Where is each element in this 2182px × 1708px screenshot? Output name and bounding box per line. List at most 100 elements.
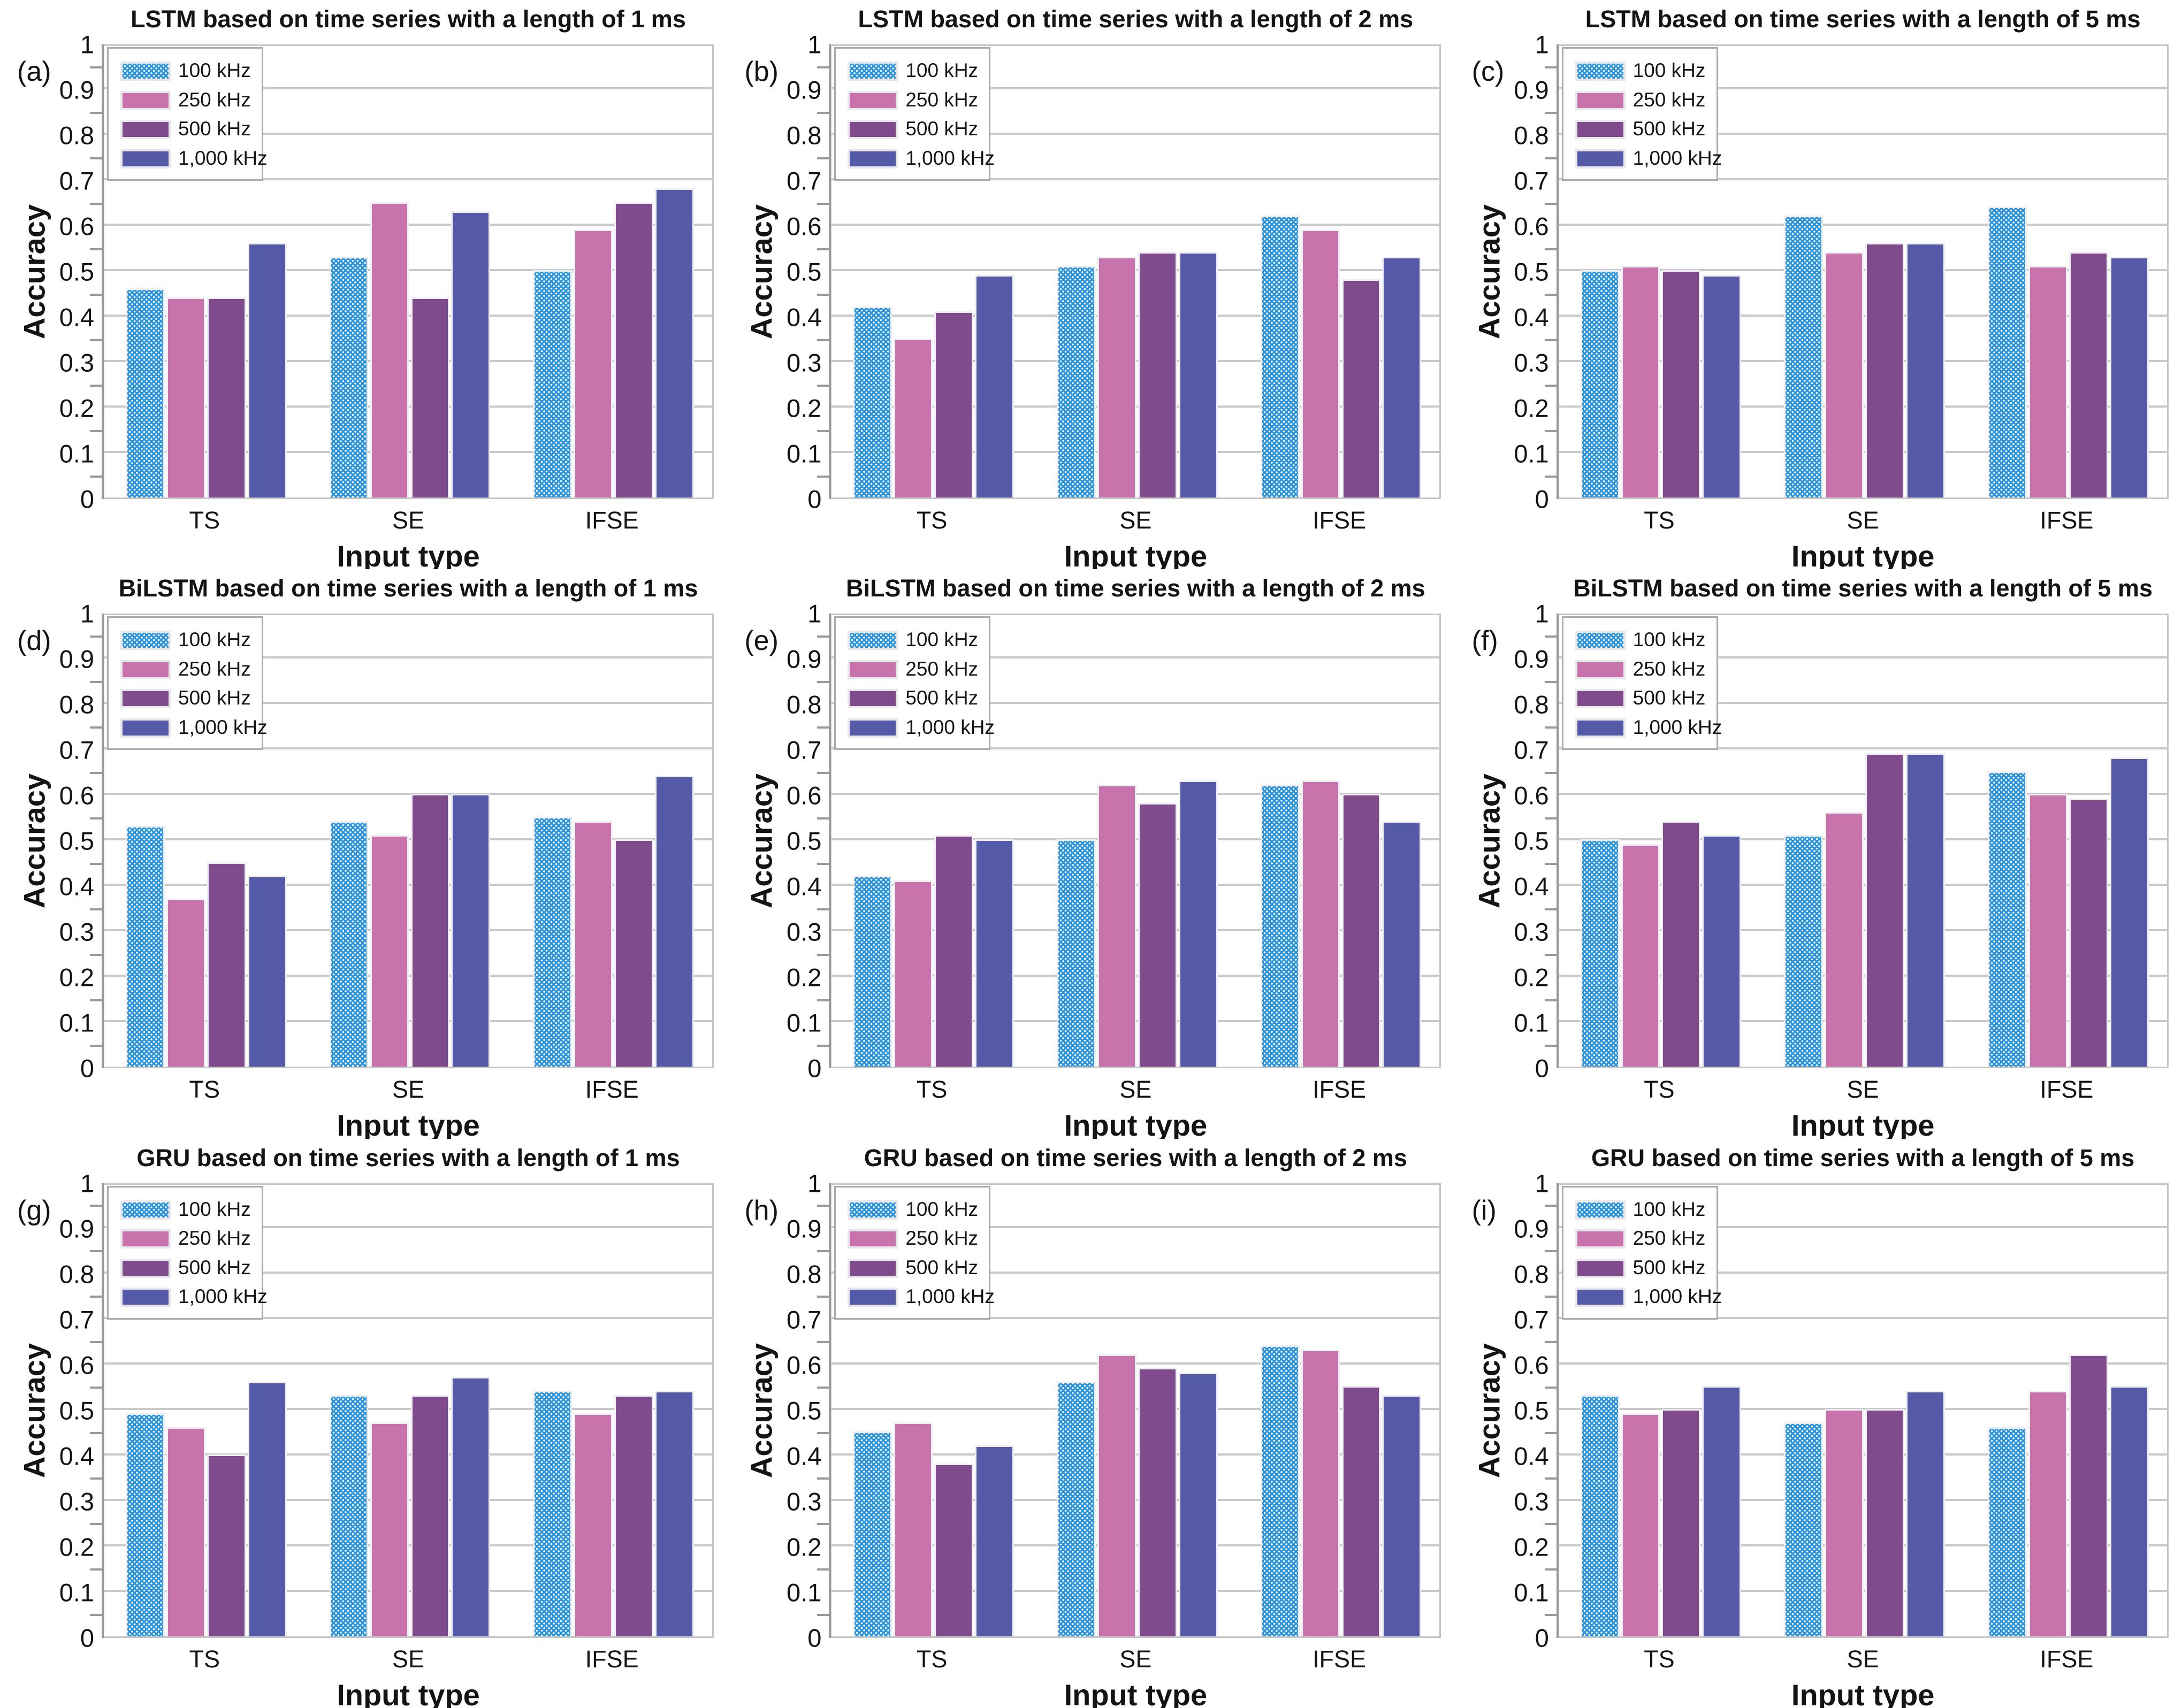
y-minor-tick <box>90 1614 102 1617</box>
y-minor-tick <box>817 339 829 341</box>
gridline-0p8 <box>831 702 1440 704</box>
y-tick-label: 1 <box>80 1169 95 1198</box>
y-axis-spine <box>102 614 104 1069</box>
y-minor-tick <box>90 1387 102 1389</box>
legend-swatch-1000kHz-icon <box>848 1288 898 1307</box>
y-tick-label: 0.2 <box>1514 394 1549 423</box>
y-tick-label: 0.1 <box>1514 439 1549 468</box>
y-tick-label: 0.5 <box>1514 826 1549 855</box>
gridline-0p6 <box>831 224 1440 226</box>
legend-swatch-500kHz-icon <box>1575 689 1626 709</box>
gridline-0p7 <box>831 1316 1440 1319</box>
x-category-ts: TS <box>189 507 220 534</box>
bar-ts-250kHz <box>166 297 205 497</box>
y-minor-tick <box>90 1205 102 1207</box>
legend-label: 500 kHz <box>905 687 979 709</box>
bar-ts-100kHz <box>126 1413 165 1636</box>
bar-ts-500kHz <box>207 297 246 497</box>
y-tick-label: 0.4 <box>1514 303 1549 332</box>
bar-ts-250kHz <box>894 880 933 1067</box>
y-minor-tick <box>1544 293 1557 296</box>
bar-se-1000kHz <box>1906 753 1945 1067</box>
gridline-0p8 <box>831 1271 1440 1274</box>
legend-swatch-1000kHz-icon <box>120 718 171 738</box>
legend-swatch-100kHz-icon <box>120 62 171 81</box>
y-tick-label: 0.1 <box>1514 1578 1549 1607</box>
y-tick-label: 0 <box>1535 1623 1549 1652</box>
y-tick-label: 0.2 <box>787 1533 822 1561</box>
legend-swatch-1000kHz-icon <box>1575 149 1626 168</box>
panel-label: (e) <box>744 625 779 657</box>
x-category-se: SE <box>1847 1645 1879 1673</box>
bar-ts-1000kHz <box>247 876 287 1067</box>
y-tick-label: 0.5 <box>59 257 95 286</box>
bar-ts-100kHz <box>1580 270 1620 497</box>
chart-panel-g: GRU based on time series with a length o… <box>0 1139 727 1708</box>
y-minor-tick <box>817 1250 829 1253</box>
y-axis-label: Accuracy <box>744 1343 779 1478</box>
chart-panel-d: BiLSTM based on time series with a lengt… <box>0 569 727 1139</box>
y-tick-label: 0.9 <box>787 1214 822 1243</box>
legend-label: 250 kHz <box>905 1227 979 1250</box>
y-tick-label: 0.7 <box>1514 736 1549 764</box>
y-axis-spine <box>102 1183 104 1638</box>
y-tick-label: 0.7 <box>1514 166 1549 195</box>
y-tick-label: 0.5 <box>1514 257 1549 286</box>
bar-ifse-100kHz <box>1987 206 2027 497</box>
x-category-ts: TS <box>1644 507 1675 534</box>
legend-swatch-500kHz-icon <box>1575 1258 1626 1278</box>
gridline-0p8 <box>831 133 1440 135</box>
x-category-ifse: IFSE <box>585 507 639 534</box>
y-tick-label: 0.3 <box>787 917 822 946</box>
plot-area <box>103 44 714 499</box>
y-tick-label: 0.4 <box>787 872 822 901</box>
bar-ifse-500kHz <box>2069 252 2108 497</box>
bar-ifse-100kHz <box>1987 771 2027 1067</box>
panel-label: (d) <box>17 625 51 657</box>
y-tick-label: 1 <box>807 1169 822 1198</box>
y-minor-tick <box>1544 908 1557 910</box>
legend-swatch-1000kHz-icon <box>848 718 898 738</box>
y-tick-label: 0.4 <box>59 872 95 901</box>
bar-ts-500kHz <box>934 834 974 1067</box>
y-minor-tick <box>90 339 102 341</box>
y-tick-label: 0.5 <box>1514 1396 1549 1425</box>
y-tick-label: 0.9 <box>1514 75 1549 104</box>
y-tick-label: 0.8 <box>787 121 822 150</box>
y-tick-label: 0.9 <box>59 645 95 673</box>
chart-panel-f: BiLSTM based on time series with a lengt… <box>1455 569 2182 1139</box>
y-tick-label: 0.2 <box>59 963 95 992</box>
y-minor-tick <box>1544 1044 1557 1047</box>
legend: 100 kHz 250 kHz 500 kHz 1,000 kHz <box>834 47 995 181</box>
legend-label: 1,000 kHz <box>1632 147 1722 169</box>
legend-label: 1,000 kHz <box>1632 716 1722 738</box>
y-tick-label: 0 <box>807 1623 822 1652</box>
x-category-se: SE <box>1119 1076 1152 1104</box>
y-minor-tick <box>1544 862 1557 865</box>
bar-ifse-1000kHz <box>2109 1386 2149 1636</box>
legend-label: 250 kHz <box>178 88 251 111</box>
chart-title: GRU based on time series with a length o… <box>1591 1144 2135 1171</box>
gridline-0p7 <box>831 747 1440 750</box>
legend-label: 100 kHz <box>1632 59 1706 81</box>
y-tick-label: 0 <box>1535 485 1549 514</box>
bar-ifse-500kHz <box>2069 798 2108 1067</box>
y-minor-tick <box>90 953 102 956</box>
y-tick-label: 0.8 <box>1514 121 1549 150</box>
bar-ifse-100kHz <box>1260 216 1300 497</box>
bar-se-500kHz <box>1138 803 1177 1067</box>
y-tick-label: 0.8 <box>787 1260 822 1289</box>
x-axis-label: Input type <box>1064 539 1208 570</box>
y-minor-tick <box>1544 430 1557 432</box>
bar-ts-250kHz <box>894 1422 933 1636</box>
y-axis-label: Accuracy <box>744 773 779 909</box>
bar-se-1000kHz <box>451 211 491 497</box>
bar-ts-100kHz <box>853 876 892 1067</box>
y-tick-label: 1 <box>80 30 95 59</box>
legend-swatch-100kHz-icon <box>1575 1200 1626 1220</box>
y-minor-tick <box>817 1432 829 1435</box>
bar-ts-1000kHz <box>975 1445 1014 1636</box>
bar-ts-100kHz <box>1580 839 1620 1067</box>
bar-se-250kHz <box>370 834 409 1067</box>
y-tick-label: 0.9 <box>59 75 95 104</box>
